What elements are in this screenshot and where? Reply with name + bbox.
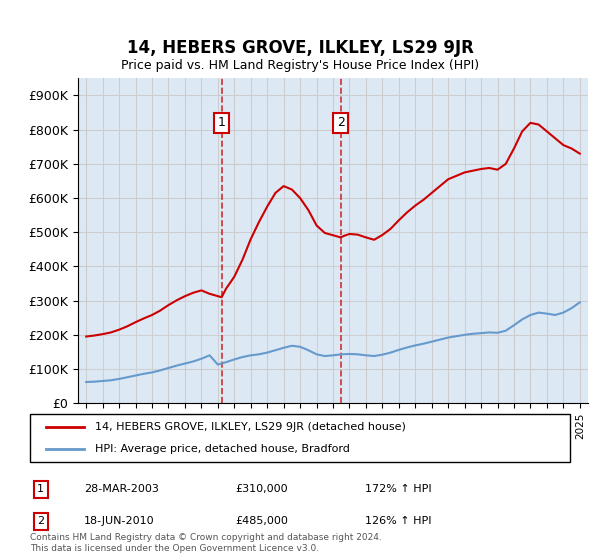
FancyBboxPatch shape [30,414,570,462]
Text: Contains HM Land Registry data © Crown copyright and database right 2024.
This d: Contains HM Land Registry data © Crown c… [30,533,382,553]
Text: 2: 2 [37,516,44,526]
Text: 14, HEBERS GROVE, ILKLEY, LS29 9JR (detached house): 14, HEBERS GROVE, ILKLEY, LS29 9JR (deta… [95,422,406,432]
Text: £485,000: £485,000 [235,516,288,526]
Text: £310,000: £310,000 [235,484,288,494]
Text: 126% ↑ HPI: 126% ↑ HPI [365,516,431,526]
Text: 1: 1 [37,484,44,494]
Text: 18-JUN-2010: 18-JUN-2010 [84,516,155,526]
Text: HPI: Average price, detached house, Bradford: HPI: Average price, detached house, Brad… [95,444,350,454]
Text: 28-MAR-2003: 28-MAR-2003 [84,484,159,494]
Text: 2: 2 [337,116,344,129]
Text: Price paid vs. HM Land Registry's House Price Index (HPI): Price paid vs. HM Land Registry's House … [121,59,479,72]
Text: 14, HEBERS GROVE, ILKLEY, LS29 9JR: 14, HEBERS GROVE, ILKLEY, LS29 9JR [127,39,473,57]
Text: 1: 1 [218,116,226,129]
Text: 172% ↑ HPI: 172% ↑ HPI [365,484,431,494]
